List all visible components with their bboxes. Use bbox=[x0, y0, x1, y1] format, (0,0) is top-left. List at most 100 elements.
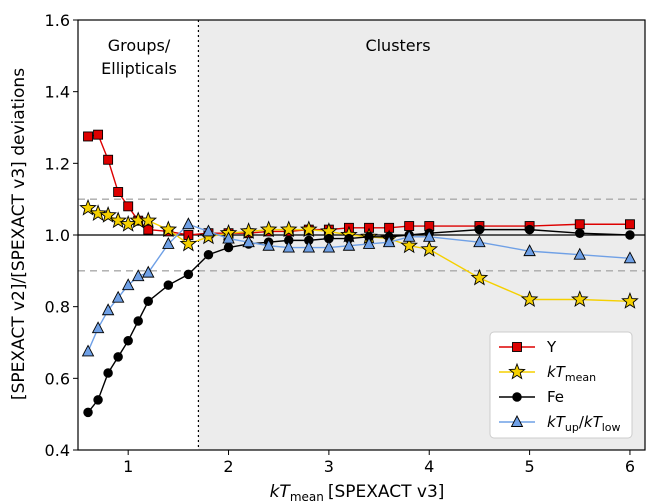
data-point-Fe bbox=[524, 224, 535, 235]
data-point-kTratio bbox=[282, 240, 295, 253]
legend: Y kTmean Fe kTup/kTlow bbox=[489, 331, 633, 439]
data-point-kTratio bbox=[302, 240, 316, 253]
data-point-kTratio bbox=[131, 269, 145, 282]
data-point-kTmean bbox=[79, 198, 97, 216]
data-point-kTratio bbox=[262, 238, 275, 251]
data-point-kTmean bbox=[179, 234, 198, 252]
data-point-kTratio bbox=[322, 240, 336, 253]
y-tick-label: 0.8 bbox=[45, 298, 70, 317]
data-point-kTratio bbox=[242, 235, 255, 248]
data-point-Y bbox=[624, 219, 635, 230]
legend-ktmean-sub: mean bbox=[565, 371, 596, 384]
data-point-kTmean bbox=[400, 236, 418, 254]
data-point-kTratio bbox=[81, 344, 95, 357]
y-tick-label: 1.4 bbox=[45, 83, 70, 102]
data-point-Fe bbox=[123, 335, 133, 346]
data-point-Fe bbox=[113, 352, 123, 362]
data-point-kTratio bbox=[202, 224, 215, 237]
data-point-Fe bbox=[474, 224, 485, 235]
data-point-Y bbox=[83, 131, 93, 142]
legend-marker-kTmean bbox=[508, 362, 526, 380]
series-kTratio bbox=[81, 217, 637, 357]
legend-marker-Fe bbox=[512, 392, 522, 402]
data-point-kTratio bbox=[91, 321, 105, 334]
data-point-kTratio bbox=[523, 244, 536, 257]
data-point-Fe bbox=[163, 280, 174, 290]
y-tick-label: 1.2 bbox=[45, 154, 70, 173]
data-point-kTmean bbox=[109, 211, 127, 229]
data-point-kTmean bbox=[570, 290, 589, 307]
data-point-kTratio bbox=[573, 247, 587, 260]
data-point-Fe bbox=[575, 228, 585, 238]
data-point-kTmean bbox=[89, 204, 107, 221]
data-point-kTratio bbox=[101, 303, 115, 316]
data-point-Y bbox=[113, 187, 124, 197]
data-point-Fe bbox=[83, 407, 93, 418]
data-point-Fe bbox=[183, 269, 194, 280]
data-point-Y bbox=[143, 224, 154, 235]
data-point-kTratio bbox=[142, 265, 155, 278]
data-point-Y bbox=[404, 221, 415, 231]
data-point-kTratio bbox=[382, 235, 396, 248]
region-right-label: Clusters bbox=[365, 36, 430, 55]
data-point-kTratio bbox=[111, 290, 125, 303]
x-tick-label: 1 bbox=[123, 457, 133, 476]
data-point-Fe bbox=[625, 230, 635, 240]
data-point-kTratio bbox=[422, 229, 436, 242]
y-axis-ticks: 0.4 0.6 0.8 1.0 1.2 1.4 1.6 bbox=[45, 11, 78, 460]
data-point-kTratio bbox=[121, 278, 135, 291]
x-axis-label-sub: mean bbox=[290, 490, 324, 502]
data-point-Fe bbox=[93, 395, 103, 405]
x-axis-label: kTmean [SPEXACT v3] bbox=[270, 482, 445, 502]
data-point-kTratio bbox=[162, 236, 175, 249]
x-axis-ticks: 1 2 3 4 5 6 bbox=[123, 450, 635, 476]
data-point-kTmean bbox=[520, 290, 539, 307]
data-point-Fe bbox=[103, 368, 113, 378]
series-layer bbox=[79, 129, 639, 418]
data-point-kTmean bbox=[139, 211, 158, 229]
y-axis-label: [SPEXACT v2]/[SPEXACT v3] deviations bbox=[9, 68, 29, 400]
data-point-kTmean bbox=[99, 206, 117, 223]
legend-ktratio-sub2: low bbox=[602, 421, 621, 434]
legend-label-y: Y bbox=[546, 338, 557, 356]
legend-label-ktmean: kTmean bbox=[547, 363, 596, 384]
data-point-kTratio bbox=[222, 231, 235, 244]
x-tick-label: 6 bbox=[625, 457, 635, 476]
data-point-kTmean bbox=[239, 222, 258, 239]
data-point-kTmean bbox=[119, 214, 137, 232]
data-point-kTmean bbox=[259, 220, 278, 238]
region-left-label-line2: Ellipticals bbox=[101, 59, 177, 78]
region-left-label-line1: Groups/ bbox=[108, 36, 171, 55]
data-point-kTmean bbox=[621, 292, 639, 309]
x-tick-label: 2 bbox=[223, 457, 233, 476]
data-point-Fe bbox=[223, 242, 234, 253]
legend-label-ktratio: kTup/kTlow bbox=[547, 413, 621, 434]
y-tick-label: 0.4 bbox=[45, 441, 70, 460]
y-tick-label: 1.6 bbox=[45, 11, 70, 30]
data-point-Fe bbox=[143, 296, 153, 307]
data-point-Y bbox=[103, 154, 114, 165]
legend-label-fe: Fe bbox=[547, 388, 564, 406]
legend-marker-kTratio bbox=[510, 415, 524, 427]
data-point-kTratio bbox=[342, 238, 356, 251]
y-tick-label: 1.0 bbox=[45, 226, 70, 245]
data-point-kTmean bbox=[300, 220, 318, 238]
data-point-kTratio bbox=[623, 251, 637, 264]
x-tick-label: 3 bbox=[324, 457, 334, 476]
data-point-kTratio bbox=[182, 217, 195, 230]
legend-ktratio-slash: / bbox=[579, 413, 585, 431]
x-tick-label: 4 bbox=[424, 457, 434, 476]
legend-box bbox=[489, 331, 633, 439]
data-point-Y bbox=[574, 219, 585, 230]
data-point-kTmean bbox=[279, 220, 298, 238]
data-point-Fe bbox=[203, 249, 214, 260]
legend-ktratio-sub1: up bbox=[565, 421, 579, 434]
legend-markers bbox=[499, 342, 535, 427]
x-axis-label-kt: kT bbox=[270, 482, 292, 502]
data-point-Y bbox=[123, 201, 134, 212]
data-point-Y bbox=[93, 129, 104, 140]
data-point-kTratio bbox=[473, 235, 486, 248]
data-point-kTratio bbox=[362, 236, 376, 249]
legend-marker-Y bbox=[512, 342, 522, 352]
